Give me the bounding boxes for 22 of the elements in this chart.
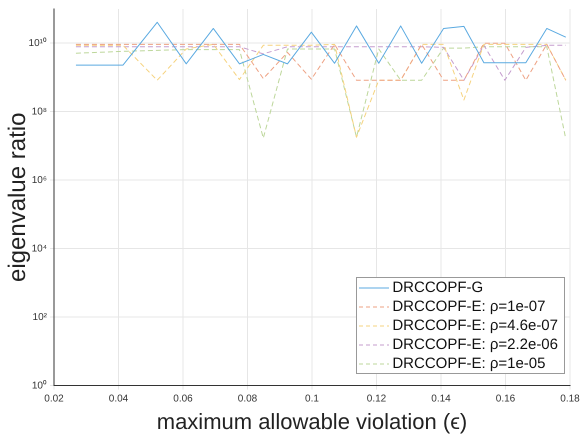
x-tick-label: 0.16: [496, 393, 516, 404]
y-tick-label: 10⁰: [32, 379, 47, 392]
x-tick-label: 0.1: [305, 393, 320, 404]
x-tick-label: 0.06: [173, 393, 194, 404]
x-tick-label: 0.08: [238, 393, 258, 404]
y-axis-title: eigenvalue ratio: [4, 112, 32, 282]
x-tick-label: 0.04: [108, 393, 129, 404]
x-tick-label: 0.18: [560, 393, 580, 404]
x-tick-label: 0.12: [366, 393, 387, 404]
x-tick-label: 0.14: [431, 393, 452, 404]
y-tick-label: 10⁴: [32, 243, 47, 254]
y-tick-label: 10⁶: [32, 174, 47, 186]
legend-label: DRCCOPF-E: ρ=1e-07: [392, 297, 546, 316]
x-axis-title: maximum allowable violation (ϵ): [156, 408, 468, 434]
x-tick-label: 0.02: [44, 393, 64, 404]
legend-label: DRCCOPF-E: ρ=2.2e-06: [392, 335, 558, 354]
y-tick-label: 10²: [32, 312, 48, 323]
legend-label: DRCCOPF-E: ρ=4.6e-07: [392, 316, 558, 335]
legend-label: DRCCOPF-E: ρ=1e-05: [392, 354, 546, 373]
legend-label: DRCCOPF-G: [392, 278, 484, 297]
y-tick-label: 10¹⁰: [28, 36, 47, 49]
y-tick-label: 10⁸: [32, 106, 47, 118]
